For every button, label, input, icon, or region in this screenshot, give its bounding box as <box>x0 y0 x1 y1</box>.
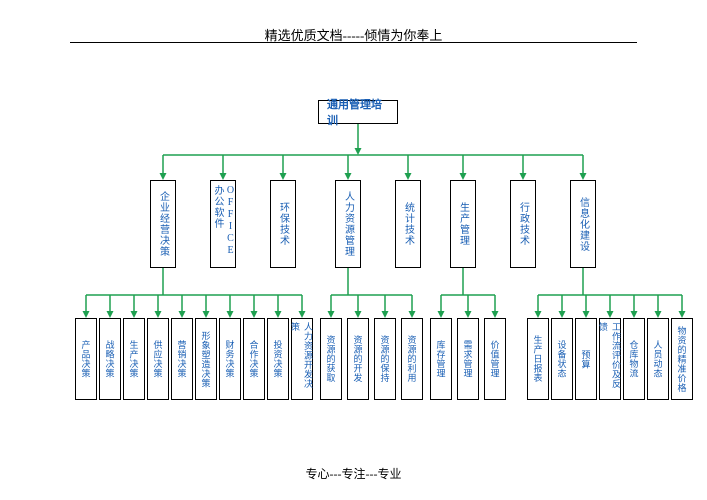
page-container: 精选优质文档-----倾情为你奉上 通用管理培训企业经营决策产品决策战略决策生产… <box>0 0 707 500</box>
leaf-node-3-2: 资源的保持 <box>374 318 396 400</box>
leaf-node-0-8: 投资决策 <box>267 318 289 400</box>
leaf-node-0-9: 人力资源开发决策 <box>291 318 313 400</box>
header-rule <box>70 42 637 43</box>
leaf-node-3-3: 资源的利用 <box>401 318 423 400</box>
mid-node-2: 环保技术 <box>270 180 296 268</box>
leaf-node-5-1: 需求管理 <box>457 318 479 400</box>
leaf-node-0-5: 形象塑造决策 <box>195 318 217 400</box>
mid-node-3: 人力资源管理 <box>335 180 361 268</box>
leaf-node-7-6: 物资的精准价格 <box>671 318 693 400</box>
root-node: 通用管理培训 <box>318 100 398 124</box>
leaf-node-7-5: 人员动态 <box>647 318 669 400</box>
leaf-node-5-2: 价值管理 <box>484 318 506 400</box>
mid-node-6: 行政技术 <box>510 180 536 268</box>
leaf-node-5-0: 库存管理 <box>430 318 452 400</box>
leaf-node-7-0: 生产日报表 <box>527 318 549 400</box>
leaf-node-0-7: 合作决策 <box>243 318 265 400</box>
leaf-node-7-1: 设备状态 <box>551 318 573 400</box>
leaf-node-0-4: 营销决策 <box>171 318 193 400</box>
mid-node-7: 信息化建设 <box>570 180 596 268</box>
mid-node-5: 生产管理 <box>450 180 476 268</box>
leaf-node-0-0: 产品决策 <box>75 318 97 400</box>
leaf-node-7-3: 工作流评价及反馈 <box>599 318 621 400</box>
leaf-node-3-1: 资源的开发 <box>347 318 369 400</box>
leaf-node-7-4: 仓库物流 <box>623 318 645 400</box>
mid-node-1: OFFICE 办公软件 <box>210 180 236 268</box>
leaf-node-0-3: 供应决策 <box>147 318 169 400</box>
page-footer: 专心---专注---专业 <box>0 465 707 482</box>
leaf-node-3-0: 资源的获取 <box>320 318 342 400</box>
leaf-node-0-1: 战略决策 <box>99 318 121 400</box>
leaf-node-0-2: 生产决策 <box>123 318 145 400</box>
leaf-node-7-2: 预算 <box>575 318 597 400</box>
mid-node-0: 企业经营决策 <box>150 180 176 268</box>
mid-node-4: 统计技术 <box>395 180 421 268</box>
leaf-node-0-6: 财务决策 <box>219 318 241 400</box>
